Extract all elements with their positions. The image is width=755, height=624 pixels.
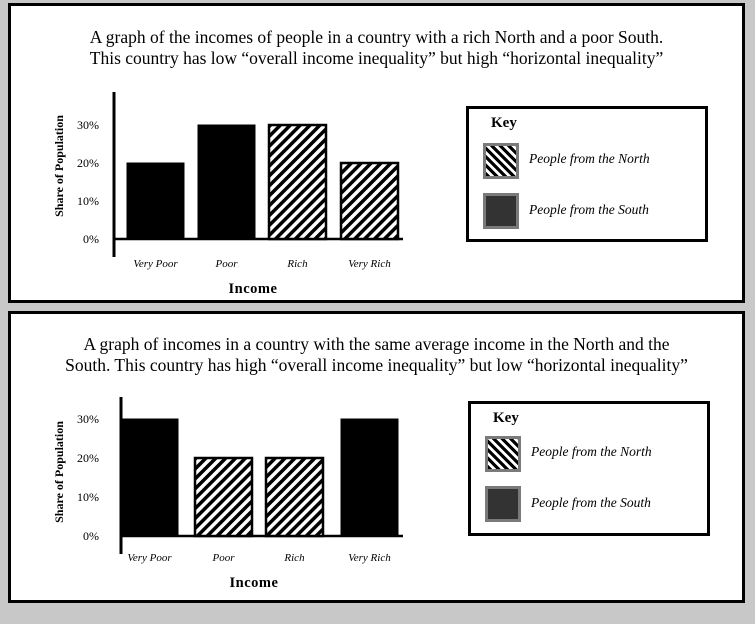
legend: Key People from the North People from th… (466, 106, 708, 242)
legend-label-north: People from the North (531, 444, 652, 459)
south-swatch (483, 193, 519, 229)
panel-equal-average: A graph of incomes in a country with the… (8, 311, 745, 603)
bar-very-rich (339, 161, 400, 241)
x-tick-label: Poor (212, 552, 236, 564)
y-tick-label: 0% (83, 232, 99, 246)
title-line-1: A graph of the incomes of people in a co… (89, 27, 664, 47)
x-axis-label: Income (230, 575, 279, 591)
y-tick-label: 30% (77, 118, 99, 132)
panel-title: A graph of the incomes of people in a co… (11, 27, 742, 69)
bar-chart: 0% 10% 20% 30% Share of Population Very Poor P… (52, 92, 403, 297)
panel-title: A graph of incomes in a country with the… (11, 334, 742, 376)
north-swatch (483, 143, 519, 179)
y-tick-label: 30% (77, 412, 99, 426)
panel-rich-north: A graph of the incomes of people in a co… (8, 3, 745, 303)
north-swatch (485, 436, 521, 472)
y-axis-label: Share of Population (52, 115, 66, 217)
bar-rich (264, 456, 325, 538)
y-tick-label: 20% (77, 156, 99, 170)
title-line-2: South. This country has high “overall in… (65, 355, 688, 375)
y-tick-label: 10% (77, 490, 99, 504)
x-tick-label: Very Rich (348, 258, 391, 270)
y-tick-label: 20% (77, 451, 99, 465)
y-tick-label: 10% (77, 194, 99, 208)
bar-very-rich (340, 418, 399, 537)
legend-label-south: People from the South (529, 202, 649, 217)
x-axis-label: Income (229, 281, 278, 297)
legend-label-south: People from the South (531, 495, 651, 510)
y-tick-label: 0% (83, 529, 99, 543)
x-tick-label: Very Poor (133, 258, 178, 270)
legend: Key People from the North People from th… (468, 401, 710, 536)
title-line-2: This country has low “overall income ine… (89, 48, 664, 68)
x-tick-label: Rich (286, 258, 308, 270)
bar-rich (267, 123, 328, 241)
legend-label-north: People from the North (529, 151, 650, 166)
x-tick-label: Very Poor (127, 552, 172, 564)
x-tick-label: Rich (283, 552, 305, 564)
y-axis-label: Share of Population (52, 421, 66, 523)
south-swatch (485, 486, 521, 522)
legend-title: Key (493, 410, 519, 426)
x-tick-label: Very Rich (348, 552, 391, 564)
legend-title: Key (491, 115, 517, 131)
bar-very-poor (126, 162, 185, 240)
title-line-1: A graph of incomes in a country with the… (83, 334, 670, 354)
bar-poor (197, 124, 256, 240)
bar-very-poor (120, 418, 179, 537)
x-tick-label: Poor (215, 258, 239, 270)
bar-poor (193, 456, 254, 538)
bar-chart: 0% 10% 20% 30% Share of Population Very Poor P… (52, 397, 403, 591)
